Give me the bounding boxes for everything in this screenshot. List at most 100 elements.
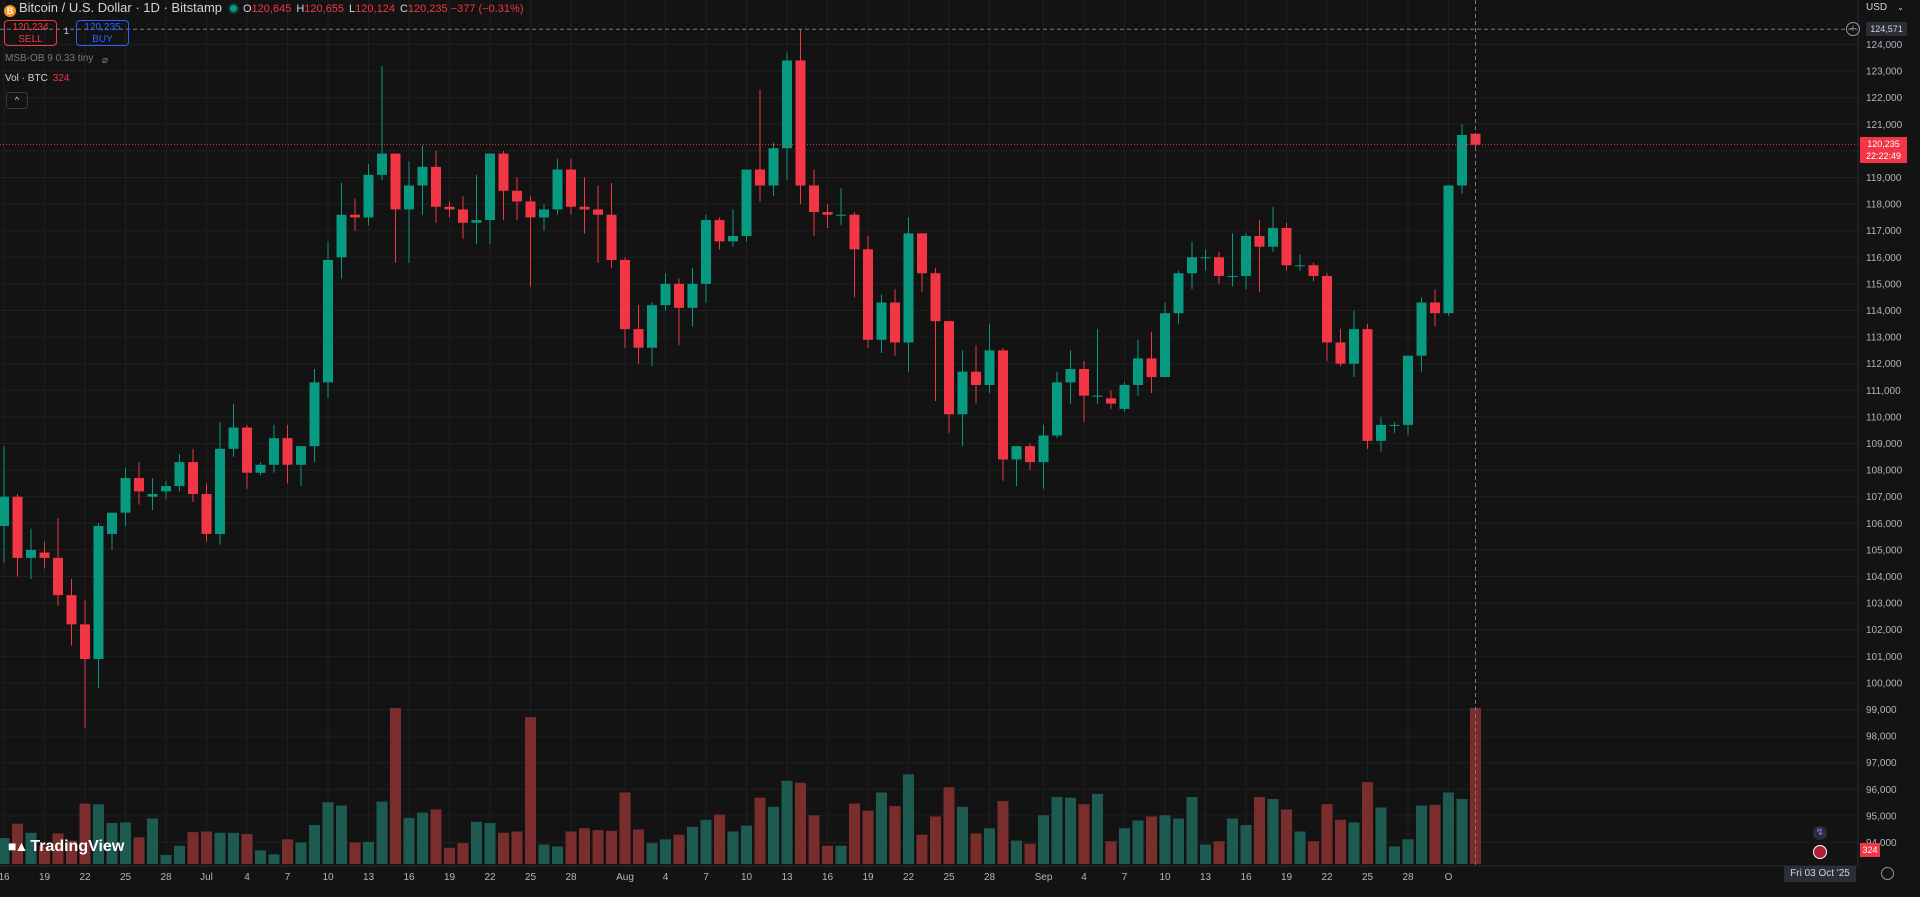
candle-body <box>1268 228 1278 247</box>
volume-bar <box>457 843 469 864</box>
volume-bar <box>903 774 914 864</box>
buy-button[interactable]: 120,235 BUY <box>76 20 129 46</box>
candle-body <box>566 169 576 207</box>
volume-bar <box>1119 828 1130 864</box>
candle <box>1308 262 1319 282</box>
volume-bar <box>889 806 901 864</box>
candle-body <box>12 496 23 558</box>
volume-bar <box>1213 841 1225 864</box>
time-tick-label: 10 <box>1159 872 1171 883</box>
candle <box>1065 350 1076 404</box>
candle <box>1146 331 1157 393</box>
settings-icon[interactable] <box>1881 867 1894 880</box>
hidden-eye-icon[interactable]: ⌀ <box>102 55 109 66</box>
add-alert-icon[interactable]: + <box>1846 22 1860 36</box>
candle-body <box>1038 435 1049 463</box>
candle-body <box>539 209 549 218</box>
time-tick-label: 28 <box>565 872 577 883</box>
candle <box>404 161 414 263</box>
candle-body <box>1295 265 1305 267</box>
volume-bar <box>835 845 847 864</box>
candle <box>1335 329 1346 367</box>
candle-body <box>147 494 158 497</box>
candle-body <box>350 214 360 218</box>
candle <box>849 212 860 298</box>
us-flag-icon[interactable] <box>1813 845 1827 859</box>
candle <box>1119 382 1130 412</box>
ohlc-close-label: C <box>399 3 408 15</box>
candle <box>674 278 684 346</box>
symbol-title[interactable]: Bitcoin / U.S. Dollar · 1D · Bitstamp <box>19 0 222 15</box>
volume-bar <box>444 847 455 864</box>
volume-bar <box>39 845 50 864</box>
volume-bar <box>741 825 752 864</box>
candle <box>174 454 185 492</box>
candle-body <box>1092 395 1103 397</box>
candle <box>120 467 131 526</box>
volume-bar <box>228 832 239 864</box>
candle <box>1011 446 1022 487</box>
volume-bar <box>390 708 401 864</box>
sell-button[interactable]: 120,234 SELL <box>4 20 57 46</box>
time-tick-label: Aug <box>616 872 634 883</box>
indicator-volume[interactable]: Vol · BTC 324 <box>5 73 69 84</box>
ohlc-close-value: 120,235 −377 (−0.31%) <box>407 3 524 15</box>
currency-selector[interactable]: USD ⌄ <box>1862 0 1904 16</box>
volume-bar <box>1294 831 1306 864</box>
candle-body <box>512 190 522 202</box>
indicator-msb-ob[interactable]: MSB-OB 9 0.33 tiny <box>5 53 94 64</box>
market-status-icon[interactable] <box>230 5 237 12</box>
price-tick-label: 107,000 <box>1866 492 1903 503</box>
bitcoin-icon: B <box>4 5 16 17</box>
candle-body <box>836 214 846 216</box>
volume-bar <box>106 823 118 864</box>
candle-body <box>1011 446 1022 460</box>
candle <box>890 289 900 356</box>
candle-body <box>444 206 455 210</box>
candle <box>498 150 509 221</box>
candle-body <box>525 201 536 218</box>
candle-body <box>1470 133 1481 145</box>
candle-body <box>795 60 806 186</box>
candle-body <box>552 169 563 210</box>
candle-body <box>390 153 401 210</box>
candle <box>633 305 644 364</box>
time-tick-label: 28 <box>984 872 996 883</box>
volume-bar <box>619 792 631 864</box>
candle <box>1214 251 1224 284</box>
volume-bar <box>93 804 104 864</box>
price-tick-label: 109,000 <box>1866 439 1903 450</box>
candle-body <box>1065 369 1076 383</box>
collapse-indicators-button[interactable]: ^ <box>6 92 28 109</box>
grid-lines <box>0 0 1858 866</box>
volume-bar <box>309 825 320 864</box>
tradingview-logo[interactable]: ■▲ TradingView <box>8 838 124 856</box>
price-tick-label: 112,000 <box>1866 359 1902 370</box>
candle <box>107 512 117 550</box>
candle-body <box>1200 257 1211 259</box>
volume-bar <box>1321 804 1333 864</box>
volume-bar <box>1132 820 1144 864</box>
price-axis[interactable]: 94,000 95,000 96,000 97,000 98,000 99,000 100,… <box>1857 0 1920 897</box>
time-axis[interactable]: 16 19 22 25 28 Jul 4 7 10 13 16 19 22 25 28 Aug 4 7 10 13 16… <box>0 865 1858 897</box>
lightning-icon[interactable]: ↯ <box>1813 826 1827 840</box>
candle-body <box>647 305 657 348</box>
candle-body <box>917 233 927 274</box>
candle-body <box>485 153 495 221</box>
candle <box>80 600 90 729</box>
candle <box>836 188 846 226</box>
candle-body <box>1403 355 1413 425</box>
candle <box>1106 390 1116 409</box>
candle <box>1295 254 1305 271</box>
candle-body <box>863 249 873 340</box>
candle <box>282 424 293 484</box>
candle-body <box>849 214 860 250</box>
candle-body <box>1349 329 1359 364</box>
candle <box>755 89 765 202</box>
price-tick-label: 118,000 <box>1866 200 1902 211</box>
indicator-volume-value: 324 <box>52 73 70 84</box>
currency-label: USD <box>1866 2 1888 13</box>
time-tick-label: 10 <box>741 872 753 883</box>
bar-countdown: 22:22:49 <box>1865 151 1902 161</box>
